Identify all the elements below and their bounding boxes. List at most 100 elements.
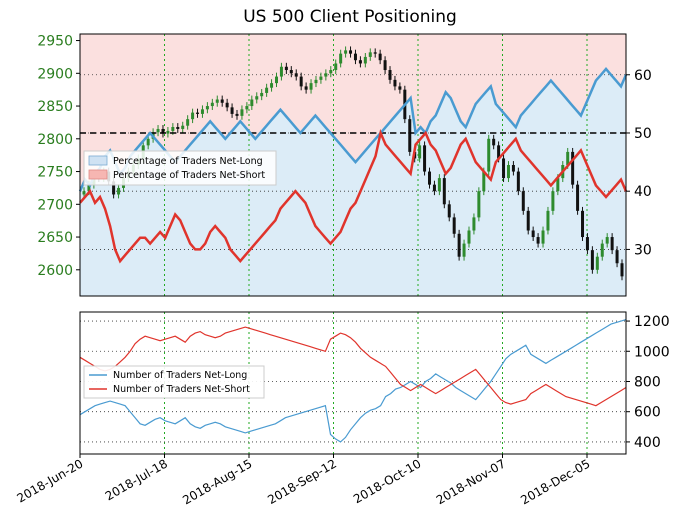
percent-tick-label: 30: [634, 242, 652, 258]
candle-body: [191, 112, 195, 120]
candle-body: [181, 125, 185, 129]
candle-body: [210, 102, 214, 107]
candle-body: [432, 184, 436, 192]
candle-body: [585, 237, 589, 251]
candle-body: [408, 119, 412, 152]
candle-body: [615, 250, 619, 264]
percent-tick-label: 50: [634, 126, 652, 142]
top-panel-frame: [79, 33, 627, 297]
candle-body: [324, 73, 328, 77]
candle-body: [289, 70, 293, 74]
candle-body: [467, 230, 471, 244]
top-legend: Percentage of Traders Net-Long Percentag…: [83, 150, 277, 186]
candle-body: [87, 184, 91, 192]
candle-body: [279, 66, 283, 77]
candle-body: [497, 145, 501, 159]
percent-tick-label: 60: [634, 68, 652, 84]
legend-label-net-short-pct: Percentage of Traders Net-Short: [113, 170, 265, 181]
candle-body: [378, 53, 382, 61]
candle-body: [186, 119, 190, 126]
candle-body: [176, 127, 180, 129]
candle-body: [516, 171, 520, 192]
price-tick-label: 2750: [37, 165, 73, 181]
candle-body: [398, 86, 402, 90]
candle-body: [334, 63, 338, 71]
candle-body: [388, 70, 392, 80]
price-tick-label: 2800: [37, 132, 73, 148]
candle-body: [309, 83, 313, 90]
candle-body: [265, 87, 269, 93]
candle-body: [230, 107, 234, 114]
price-tick-label: 2650: [37, 230, 73, 246]
count-tick-label: 800: [634, 374, 661, 390]
candle-body: [314, 79, 318, 84]
candle-body: [521, 191, 525, 211]
candle-body: [339, 53, 343, 64]
candle-body: [590, 250, 594, 270]
candle-body: [82, 191, 86, 195]
candle-body: [245, 106, 249, 110]
price-tick-label: 2900: [37, 66, 73, 82]
candle-body: [605, 237, 609, 244]
candle-body: [610, 237, 614, 251]
candle-body: [205, 106, 209, 110]
candle-body: [270, 83, 274, 88]
candle-body: [546, 210, 550, 231]
candle-body: [462, 243, 466, 257]
date-tick-label: 2018-Jun-20: [15, 456, 86, 505]
candle-body: [225, 102, 229, 108]
candle-body: [566, 151, 570, 165]
candle-body: [492, 138, 496, 146]
candle-body: [472, 217, 476, 231]
net-short-percentage-line: [79, 128, 628, 264]
bottom-panel: 1200 1000 800 600 400 Number of Traders Net-…: [79, 311, 670, 455]
candle-body: [146, 138, 150, 146]
count-tick-label: 600: [634, 405, 661, 421]
net-long-count-line: [79, 319, 627, 443]
price-tick-label: 2850: [37, 99, 73, 115]
candle-body: [452, 217, 456, 234]
date-tick-label: 2018-Sep-12: [265, 456, 339, 507]
candle-body: [482, 171, 486, 192]
legend-label-net-long-count: Number of Traders Net-Long: [113, 370, 247, 381]
candle-body: [487, 138, 491, 172]
candle-body: [620, 263, 624, 277]
candle-body: [363, 56, 367, 64]
candle-body: [457, 233, 461, 257]
candle-body: [442, 178, 446, 205]
candle-body: [576, 184, 580, 211]
candle-body: [600, 243, 604, 257]
candle-body: [437, 178, 441, 192]
candle-body: [304, 86, 308, 90]
candle-body: [166, 130, 170, 134]
candle-body: [220, 99, 224, 103]
candle-body: [418, 145, 422, 159]
candle-body: [595, 256, 599, 270]
net-short-count-line: [79, 326, 627, 407]
candle-body: [235, 113, 239, 116]
candle-body: [531, 230, 535, 238]
candle-body: [353, 53, 357, 61]
candle-body: [428, 171, 432, 185]
candle-body: [299, 76, 303, 87]
count-tick-label: 1200: [634, 314, 670, 330]
percent-tick-label: 40: [634, 184, 652, 200]
candle-body: [329, 70, 333, 74]
candle-body: [551, 191, 555, 211]
candle-body: [274, 76, 278, 84]
candle-body: [156, 128, 160, 133]
legend-swatch-net-long-pct: [88, 155, 108, 166]
candle-body: [526, 210, 530, 231]
candle-body: [349, 50, 353, 54]
top-panel: 2950 2900 2850 2800 2750 2700 2650 2600 60 50 40 3…: [37, 33, 652, 297]
date-tick-label: 2018-Jul-18: [103, 456, 170, 503]
candle-body: [117, 187, 121, 195]
date-tick-label: 2018-Aug-15: [180, 456, 254, 507]
candle-body: [571, 151, 575, 185]
candle-body: [536, 237, 540, 244]
candle-body: [373, 52, 377, 54]
candle-body: [383, 60, 387, 71]
candle-body: [294, 73, 298, 77]
price-tick-label: 2600: [37, 263, 73, 279]
